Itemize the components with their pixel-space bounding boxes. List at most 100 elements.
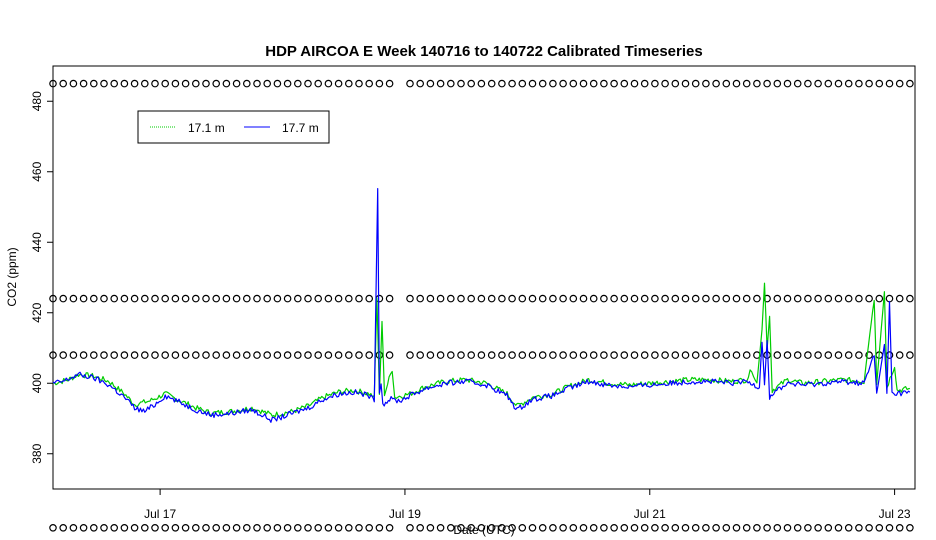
calibration-point [283, 294, 292, 303]
calibration-point [151, 351, 159, 359]
calibration-point [620, 294, 629, 303]
calibration-point [416, 79, 425, 88]
y-tick-label: 420 [30, 302, 44, 322]
calibration-point [314, 79, 323, 88]
calibration-point [640, 79, 649, 88]
calibration-point [59, 351, 68, 359]
calibration-point [712, 294, 720, 303]
calibration-point [549, 351, 557, 359]
calibration-point [906, 294, 914, 303]
calibration-point [212, 79, 221, 88]
calibration-point [222, 79, 231, 88]
calibration-point [385, 79, 394, 88]
calibration-point [630, 79, 639, 88]
calibration-point [446, 294, 455, 303]
calibration-point [804, 79, 812, 88]
calibration-point [814, 351, 822, 359]
calibration-point [477, 79, 486, 88]
calibration-point [824, 79, 833, 88]
x-tick-label: Jul 19 [389, 507, 421, 521]
calibration-point [355, 79, 363, 88]
calibration-point [885, 523, 894, 532]
calibration-point [232, 351, 241, 359]
calibration-point [895, 523, 904, 532]
calibration-point [579, 351, 588, 359]
calibration-point [120, 294, 129, 303]
calibration-point [365, 294, 374, 303]
calibration-point [406, 523, 414, 532]
calibration-point [141, 351, 149, 359]
calibration-point [324, 294, 333, 303]
calibration-point [69, 79, 78, 88]
calibration-point [344, 294, 353, 303]
calibration-point [334, 523, 343, 532]
calibration-point [161, 294, 170, 303]
calibration-point [222, 294, 231, 303]
calibration-point [253, 294, 261, 303]
calibration-point [589, 351, 598, 359]
calibration-point [263, 351, 272, 359]
calibration-point [436, 294, 445, 303]
calibration-point [334, 294, 343, 303]
calibration-point [171, 79, 180, 88]
calibration-point [202, 523, 210, 532]
legend-label-17-1: 17.1 m [188, 121, 225, 135]
calibration-point [702, 294, 710, 303]
calibration-point [651, 79, 659, 88]
calibration-point [610, 294, 618, 303]
calibration-point [834, 351, 843, 359]
calibration-point [161, 79, 170, 88]
calibration-point [589, 294, 598, 303]
calibration-point [671, 294, 680, 303]
calibration-point [671, 351, 680, 359]
calibration-point [375, 523, 384, 532]
calibration-point [783, 523, 792, 532]
calibration-point [100, 294, 108, 303]
calibration-point [518, 351, 527, 359]
calibration-point [304, 523, 312, 532]
calibration-point [457, 294, 465, 303]
calibration-point [518, 294, 527, 303]
calibration-point [212, 523, 221, 532]
calibration-point [620, 351, 629, 359]
calibration-point [589, 79, 598, 88]
y-axis: 380 400 420 440 460 480 [30, 91, 53, 464]
calibration-point [702, 79, 710, 88]
calibration-point [120, 79, 129, 88]
calibration-point [651, 351, 659, 359]
chart-title: HDP AIRCOA E Week 140716 to 140722 Calib… [265, 43, 702, 60]
calibration-point [283, 79, 292, 88]
calibration-point [498, 351, 506, 359]
calibration-point [192, 351, 200, 359]
calibration-point [732, 79, 741, 88]
calibration-point [141, 523, 149, 532]
calibration-point [620, 523, 629, 532]
calibration-point [569, 79, 578, 88]
calibration-point [487, 79, 496, 88]
calibration-point [161, 351, 170, 359]
y-tick-label: 480 [30, 91, 44, 111]
calibration-point [671, 523, 680, 532]
calibration-point [110, 79, 119, 88]
calibration-point [334, 351, 343, 359]
calibration-point [814, 294, 822, 303]
calibration-point [640, 523, 649, 532]
calibration-point [702, 523, 710, 532]
calibration-point [202, 294, 210, 303]
calibration-point [579, 79, 588, 88]
calibration-point [192, 294, 200, 303]
calibration-point [722, 79, 731, 88]
calibration-point [834, 294, 843, 303]
calibration-point [406, 294, 414, 303]
calibration-point [243, 523, 251, 532]
calibration-point [793, 294, 802, 303]
calibration-point [79, 79, 88, 88]
calibration-point [120, 523, 129, 532]
x-tick-label: Jul 21 [634, 507, 666, 521]
calibration-point [559, 79, 567, 88]
calibration-point [90, 294, 98, 303]
calibration-point [151, 294, 159, 303]
calibration-point [895, 351, 904, 359]
calibration-point [508, 351, 516, 359]
calibration-point [875, 294, 884, 303]
